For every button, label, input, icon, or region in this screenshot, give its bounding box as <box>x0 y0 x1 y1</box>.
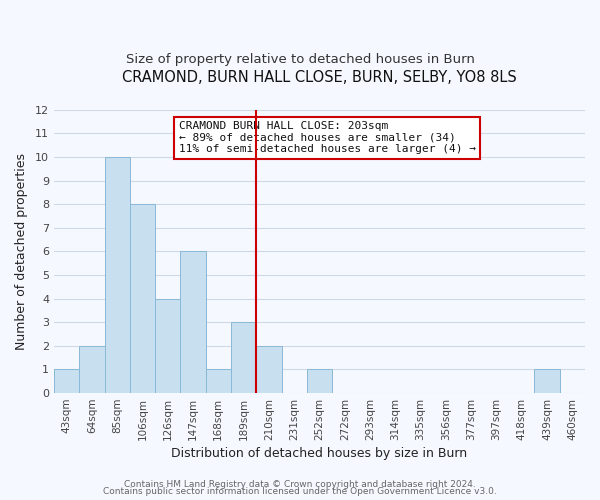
Bar <box>535 370 560 393</box>
Bar <box>231 322 256 393</box>
Bar <box>79 346 104 393</box>
Text: Contains HM Land Registry data © Crown copyright and database right 2024.: Contains HM Land Registry data © Crown c… <box>124 480 476 489</box>
Bar <box>307 370 332 393</box>
Bar <box>104 157 130 393</box>
Text: Contains public sector information licensed under the Open Government Licence v3: Contains public sector information licen… <box>103 487 497 496</box>
Bar <box>256 346 281 393</box>
Bar <box>206 370 231 393</box>
Bar <box>130 204 155 393</box>
Bar <box>54 370 79 393</box>
Text: Size of property relative to detached houses in Burn: Size of property relative to detached ho… <box>125 52 475 66</box>
Bar <box>155 298 181 393</box>
Y-axis label: Number of detached properties: Number of detached properties <box>15 153 28 350</box>
X-axis label: Distribution of detached houses by size in Burn: Distribution of detached houses by size … <box>172 447 467 460</box>
Text: CRAMOND BURN HALL CLOSE: 203sqm
← 89% of detached houses are smaller (34)
11% of: CRAMOND BURN HALL CLOSE: 203sqm ← 89% of… <box>179 121 476 154</box>
Title: CRAMOND, BURN HALL CLOSE, BURN, SELBY, YO8 8LS: CRAMOND, BURN HALL CLOSE, BURN, SELBY, Y… <box>122 70 517 85</box>
Bar <box>181 252 206 393</box>
